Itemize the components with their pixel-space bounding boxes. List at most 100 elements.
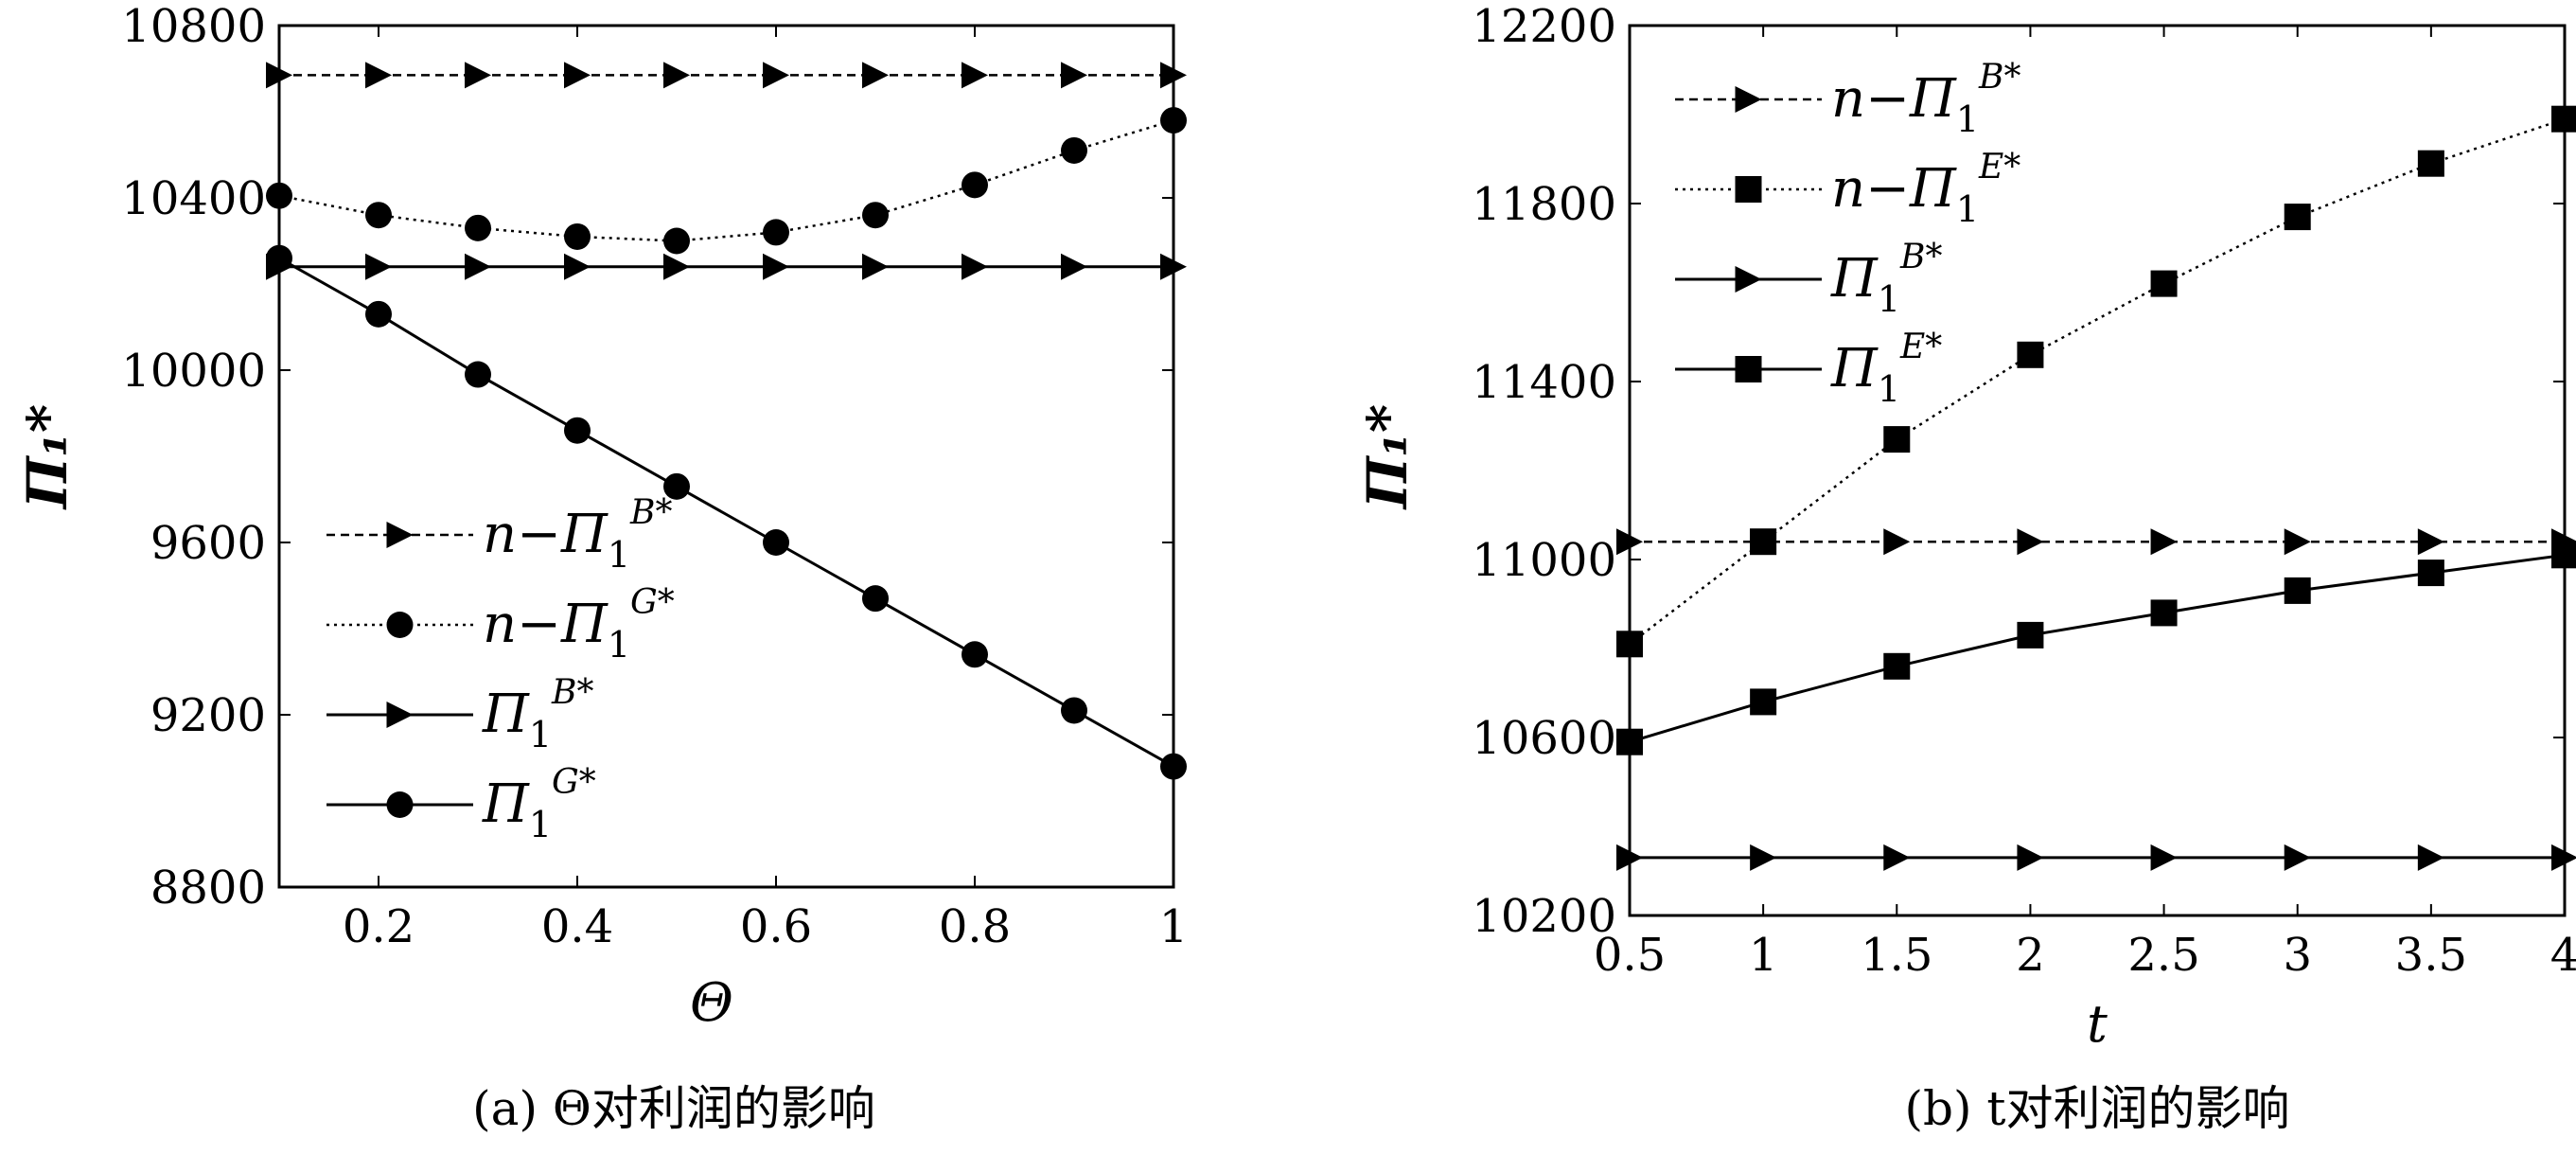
caption: (b) t对利润的影响	[1904, 1081, 2289, 1136]
series-line	[278, 118, 1174, 242]
legend-marker	[386, 791, 414, 818]
data-point	[2017, 341, 2044, 368]
data-point	[266, 182, 292, 209]
y-tick-label: 8800	[150, 862, 266, 915]
data-point	[763, 253, 789, 280]
data-point	[1061, 62, 1087, 89]
data-point	[962, 253, 988, 280]
data-point	[2551, 105, 2576, 133]
x-axis-label: t	[2087, 994, 2108, 1054]
plot-frame	[277, 24, 1175, 889]
series-1	[1616, 105, 2576, 658]
x-tick-label: 0.2	[343, 900, 415, 953]
data-point	[2284, 844, 2311, 871]
data-point	[465, 62, 491, 89]
data-point	[2417, 528, 2444, 556]
x-tick-label: 1.5	[1861, 929, 1932, 982]
data-point	[2284, 577, 2311, 604]
series-0	[1616, 528, 2576, 556]
data-point	[365, 202, 392, 229]
series-line	[278, 257, 1174, 768]
data-point	[365, 253, 392, 280]
plot-frame	[1628, 24, 2567, 917]
y-tick-label: 10400	[121, 172, 266, 225]
data-point	[763, 219, 789, 246]
data-point	[763, 62, 789, 89]
data-point	[1160, 107, 1187, 134]
data-point	[1616, 528, 1643, 556]
chart-panel-a: 0.2 0.4 0.6 0.8 1 8800 9200 9600 10000 10400 10800…	[15, 0, 1188, 1136]
x-tick-label: 0.6	[740, 900, 812, 953]
x-tick-label: 2	[2016, 929, 2045, 982]
y-tick-label: 10000	[121, 345, 266, 398]
legend-marker	[386, 702, 414, 728]
data-point	[1750, 844, 1777, 871]
data-point	[663, 62, 690, 89]
series-layer	[266, 62, 1187, 780]
data-point	[1883, 528, 1911, 556]
data-point	[2417, 844, 2444, 871]
x-tick-label: 1	[1749, 929, 1778, 982]
data-point	[862, 253, 889, 280]
data-point	[862, 585, 889, 613]
data-point	[266, 62, 292, 89]
x-tick-label: 0.5	[1594, 929, 1666, 982]
data-point	[465, 214, 491, 241]
x-tick-label: 4	[2550, 929, 2576, 982]
data-point	[2017, 528, 2044, 556]
data-point	[962, 62, 988, 89]
data-point	[2150, 844, 2178, 871]
data-point	[2417, 150, 2444, 177]
data-point	[1883, 844, 1911, 871]
legend-label: n−Π1B*	[483, 493, 672, 576]
data-point	[266, 244, 292, 272]
x-tick-label: 3	[2283, 929, 2312, 982]
data-point	[2017, 621, 2044, 649]
tick-layer: 0.2 0.4 0.6 0.8 1 8800 9200 9600 10000 10400 10800	[121, 0, 1188, 953]
caption: (a) Θ对利润的影响	[472, 1081, 875, 1136]
y-tick-label: 11400	[1472, 356, 1616, 409]
x-tick-label: 3.5	[2395, 929, 2467, 982]
series-1	[266, 107, 1187, 255]
data-point	[1883, 652, 1911, 680]
data-point	[365, 62, 392, 89]
data-point	[1061, 697, 1087, 724]
x-tick-label: 0.8	[939, 900, 1011, 953]
series-line	[1629, 117, 2566, 646]
y-tick-label: 9600	[150, 517, 266, 570]
series-0	[266, 62, 1187, 89]
y-tick-label: 12200	[1472, 0, 1616, 53]
y-tick-label: 10800	[121, 0, 266, 53]
legend-label: Π1E*	[1830, 328, 1942, 410]
legend-label: n−Π1B*	[1831, 58, 2020, 140]
legend-label: n−Π1G*	[483, 583, 675, 666]
data-point	[465, 253, 491, 280]
data-point	[465, 361, 491, 388]
data-point	[1061, 136, 1087, 164]
legend: n−Π1B*n−Π1E*Π1B*Π1E*	[1675, 58, 2020, 410]
data-point	[1750, 688, 1777, 716]
data-point	[1616, 844, 1643, 871]
series-layer	[1616, 105, 2576, 871]
series-3	[1616, 542, 2576, 755]
data-point	[2150, 599, 2178, 627]
data-point	[663, 472, 690, 500]
data-point	[2150, 528, 2178, 556]
x-tick-label: 2.5	[2127, 929, 2199, 982]
legend-marker	[1735, 266, 1762, 293]
data-point	[663, 227, 690, 255]
y-tick-label: 11000	[1472, 534, 1616, 587]
data-point	[2284, 528, 2311, 556]
tick-layer: 0.5 1 1.5 2 2.5 3 3.5 4 10200 10600 11000 11400 1180…	[1472, 0, 2576, 982]
data-point	[1160, 253, 1187, 280]
data-point	[962, 171, 988, 199]
series-3	[266, 244, 1187, 780]
data-point	[365, 300, 392, 328]
data-point	[663, 253, 690, 280]
legend-marker	[1735, 356, 1762, 382]
data-point	[564, 222, 591, 250]
y-axis-label: Π₁*	[15, 404, 79, 511]
data-point	[2017, 844, 2044, 871]
y-tick-label: 11800	[1472, 178, 1616, 231]
